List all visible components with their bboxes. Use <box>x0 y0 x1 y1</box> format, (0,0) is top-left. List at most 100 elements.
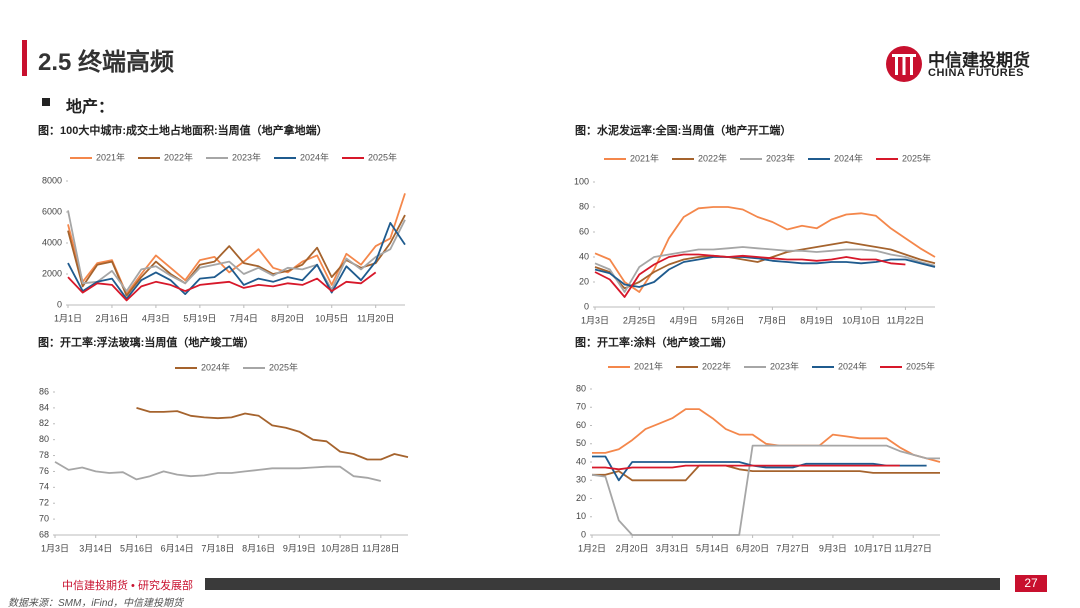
y-tick-label: 40 <box>579 251 589 261</box>
y-tick-label: 0 <box>57 299 62 309</box>
series-line <box>594 253 906 298</box>
legend-label: 2025年 <box>269 361 298 372</box>
legend-label: 2021年 <box>96 151 125 162</box>
x-tick-label: 9月3日 <box>819 543 847 553</box>
x-tick-label: 4月3日 <box>142 313 170 323</box>
legend-label: 2024年 <box>834 152 863 163</box>
y-tick-label: 80 <box>576 383 586 393</box>
y-tick-label: 8000 <box>42 175 62 185</box>
series-line <box>67 222 406 300</box>
chart-title: 图：开工率:涂料（地产竣工端） <box>575 335 733 349</box>
series-line <box>594 256 936 288</box>
x-tick-label: 10月5日 <box>315 313 348 323</box>
title-bar <box>22 40 27 76</box>
x-tick-label: 11月20日 <box>357 313 394 323</box>
x-tick-label: 1月2日 <box>578 543 606 553</box>
y-tick-label: 20 <box>576 493 586 503</box>
y-tick-label: 70 <box>39 513 49 523</box>
x-tick-label: 5月14日 <box>696 543 729 553</box>
series-line <box>592 464 900 471</box>
series-line <box>67 214 406 297</box>
x-tick-label: 7月4日 <box>230 313 258 323</box>
x-tick-label: 7月27日 <box>776 543 809 553</box>
y-tick-label: 0 <box>581 529 586 539</box>
x-tick-label: 8月20日 <box>271 313 304 323</box>
y-tick-label: 2000 <box>42 268 62 278</box>
series-line <box>591 444 940 536</box>
y-tick-label: 4000 <box>42 237 62 247</box>
x-tick-label: 11月22日 <box>887 315 924 325</box>
y-tick-label: 60 <box>579 226 589 236</box>
section-title: 地产： <box>66 99 115 116</box>
chart-title: 图：水泥发运率:全国:当周值（地产开工端） <box>575 123 791 137</box>
y-tick-label: 80 <box>39 434 49 444</box>
y-tick-label: 40 <box>576 456 586 466</box>
y-tick-label: 50 <box>576 438 586 448</box>
y-tick-label: 72 <box>39 498 49 508</box>
x-tick-label: 10月17日 <box>854 543 892 553</box>
x-tick-label: 8月19日 <box>800 315 833 325</box>
y-tick-label: 10 <box>576 511 586 521</box>
y-tick-label: 100 <box>574 176 589 186</box>
series-line <box>54 461 382 482</box>
legend-label: 2025年 <box>368 151 397 162</box>
y-tick-label: 20 <box>579 276 589 286</box>
x-tick-label: 4月9日 <box>670 315 698 325</box>
chart-title: 图：100大中城市:成交土地占地面积:当周值（地产拿地端） <box>38 123 328 137</box>
x-tick-label: 10月28日 <box>321 543 359 553</box>
x-tick-label: 2月20日 <box>616 543 649 553</box>
legend-label: 2024年 <box>300 151 329 162</box>
footer-spacer <box>0 577 58 590</box>
series-line <box>594 246 936 293</box>
x-tick-label: 1月3日 <box>581 315 609 325</box>
y-tick-label: 74 <box>39 482 49 492</box>
x-tick-label: 1月3日 <box>41 543 69 553</box>
series-line <box>592 455 927 482</box>
x-tick-label: 5月16日 <box>120 543 153 553</box>
legend-label: 2025年 <box>906 360 935 371</box>
legend-label: 2024年 <box>201 361 230 372</box>
legend-label: 2023年 <box>766 152 795 163</box>
x-tick-label: 10月10日 <box>842 315 880 325</box>
x-tick-label: 7月8日 <box>758 315 786 325</box>
legend-label: 2023年 <box>232 151 261 162</box>
y-tick-label: 76 <box>39 466 49 476</box>
series-line <box>67 271 377 302</box>
legend-label: 2025年 <box>902 152 931 163</box>
y-tick-label: 82 <box>39 418 49 428</box>
x-tick-label: 5月19日 <box>183 313 216 323</box>
legend-label: 2022年 <box>698 152 727 163</box>
y-tick-label: 84 <box>39 402 49 412</box>
y-tick-label: 6000 <box>42 206 62 216</box>
y-tick-label: 30 <box>576 475 586 485</box>
bullet <box>42 98 50 106</box>
series-line <box>592 464 940 482</box>
slide-title: 2.5 终端高频 <box>38 49 175 76</box>
legend-label: 2021年 <box>634 360 663 371</box>
x-tick-label: 11月28日 <box>362 543 399 553</box>
logo-cn: 中信建投期货 <box>928 51 1030 70</box>
x-tick-label: 11月27日 <box>895 543 932 553</box>
x-tick-label: 5月26日 <box>712 315 745 325</box>
x-tick-label: 3月14日 <box>79 543 112 553</box>
x-tick-label: 2月25日 <box>623 315 656 325</box>
y-tick-label: 86 <box>39 386 49 396</box>
chart-title: 图：开工率:浮法玻璃:当周值（地产竣工端） <box>38 335 254 349</box>
y-tick-label: 70 <box>576 402 586 412</box>
x-tick-label: 6月20日 <box>736 543 769 553</box>
x-tick-label: 9月19日 <box>283 543 316 553</box>
y-tick-label: 60 <box>576 420 586 430</box>
logo-en: CHINA FUTURES <box>928 67 1024 79</box>
x-tick-label: 7月18日 <box>201 543 234 553</box>
page-number: 27 <box>1015 575 1047 592</box>
footer-bar <box>205 578 1000 590</box>
series-line <box>136 407 409 461</box>
x-tick-label: 2月16日 <box>95 313 128 323</box>
y-tick-label: 0 <box>584 301 589 311</box>
series-line <box>67 210 406 292</box>
series-line <box>592 408 941 463</box>
legend-label: 2022年 <box>702 360 731 371</box>
source-note: 数据来源：SMM，iFind，中信建投期货 <box>8 598 184 608</box>
y-tick-label: 68 <box>39 529 49 539</box>
